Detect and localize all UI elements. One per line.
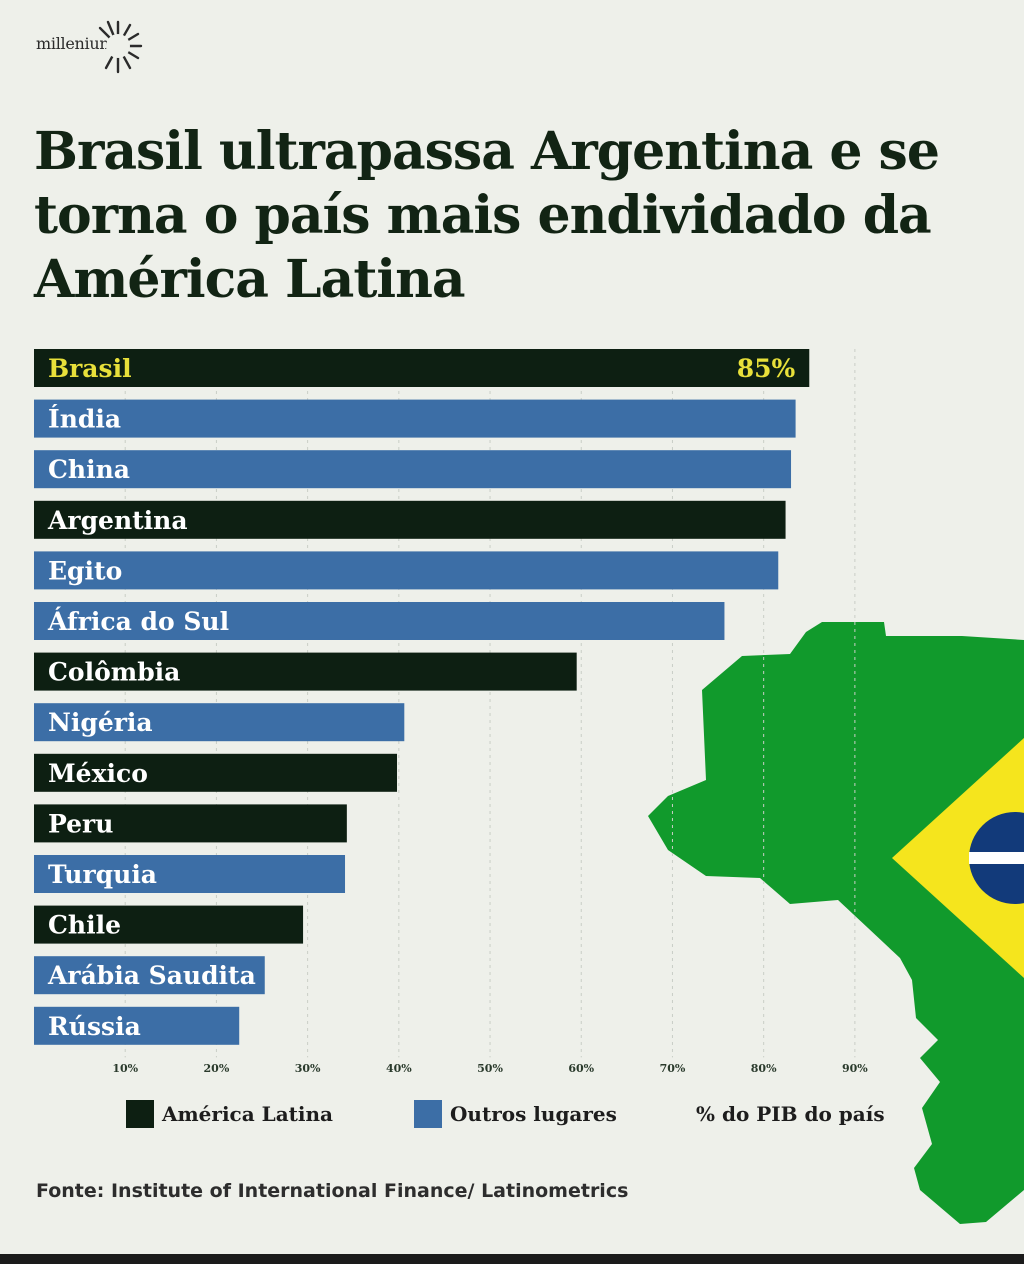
bar-category-label: Peru — [48, 809, 113, 838]
bar-category-label: Argentina — [47, 506, 188, 535]
unit-label: % do PIB do país — [696, 1102, 885, 1126]
flag-white-band — [969, 852, 1024, 864]
bar-category-label: Chile — [48, 911, 121, 940]
legend-label-latin-america: América Latina — [162, 1102, 333, 1126]
x-tick-label: 60% — [568, 1062, 594, 1075]
bar — [34, 905, 304, 944]
bar — [34, 1006, 240, 1045]
bar-category-label: México — [48, 759, 148, 788]
bar-category-label: Rússia — [48, 1012, 141, 1041]
bar-value-label: 85% — [737, 354, 796, 383]
bar — [34, 349, 810, 387]
bar — [34, 450, 792, 489]
legend-swatch-other — [414, 1100, 442, 1128]
x-tick-label: 90% — [842, 1062, 868, 1075]
bar — [34, 703, 405, 742]
bar-category-label: Índia — [48, 405, 121, 434]
millenium-logo: millenium — [36, 16, 146, 78]
bar-category-label: Nigéria — [48, 708, 153, 737]
flag-yellow-diamond — [892, 738, 1024, 978]
bar — [34, 804, 347, 843]
bar-category-label: Colômbia — [48, 658, 180, 687]
bar-category-label: Egito — [48, 556, 122, 585]
x-tick-label: 70% — [660, 1062, 686, 1075]
bar-category-label: Arábia Saudita — [47, 961, 256, 990]
legend: América Latina Outros lugares % do PIB d… — [126, 1098, 946, 1132]
brazil-map-shape — [648, 622, 1024, 1224]
bar — [34, 855, 346, 893]
legend-swatch-latin-america — [126, 1100, 154, 1128]
bar — [34, 551, 779, 590]
bars: Brasil Índia China Argentina Egito África do … — [34, 349, 810, 1045]
x-tick-label: 30% — [295, 1062, 321, 1075]
source-note: Fonte: Institute of International Financ… — [36, 1180, 629, 1202]
sunburst-icon — [98, 20, 143, 74]
logo-wordmark: millenium — [36, 34, 115, 53]
bar-category-label: China — [48, 455, 130, 484]
legend-label-other: Outros lugares — [450, 1102, 617, 1126]
bar — [34, 956, 265, 995]
bar-category-label: Turquia — [48, 860, 157, 889]
bar — [34, 500, 786, 539]
bar — [34, 753, 398, 792]
bar-category-label: Brasil — [48, 354, 132, 383]
x-tick-label: 40% — [386, 1062, 412, 1075]
bottom-bar — [0, 1254, 1024, 1264]
bar — [34, 652, 577, 691]
x-tick-label: 80% — [751, 1062, 777, 1075]
chart-title: Brasil ultrapassa Argentina e se torna o… — [34, 121, 940, 310]
x-tick-label: 50% — [477, 1062, 503, 1075]
bar — [34, 399, 796, 438]
x-tick-label: 10% — [112, 1062, 138, 1075]
x-tick-label: 20% — [204, 1062, 230, 1075]
bar-category-label: África do Sul — [47, 607, 229, 636]
x-axis-ticks: 10% 20% 30% 40% 50% 60% 70% 80% 90% — [112, 1062, 868, 1075]
bar — [34, 602, 725, 640]
